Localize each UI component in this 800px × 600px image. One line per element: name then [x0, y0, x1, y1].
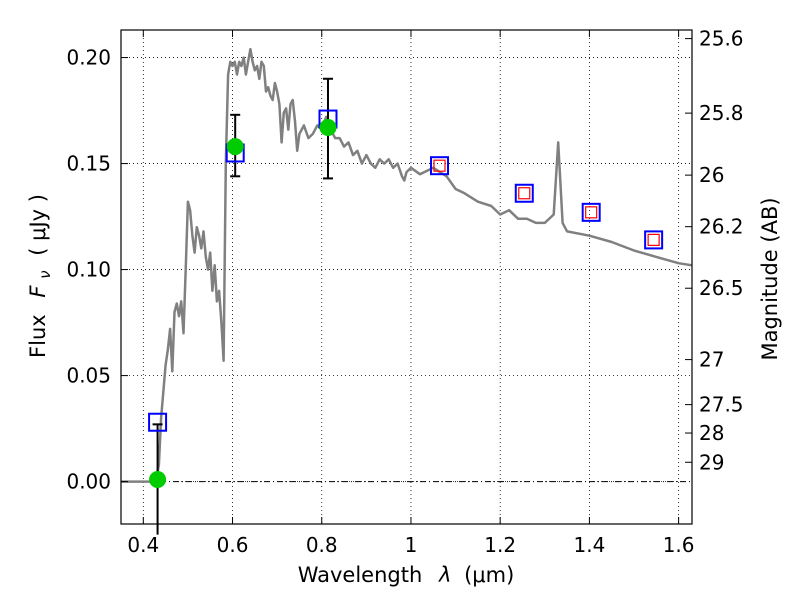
- upper-limit-square: [647, 233, 660, 246]
- y-tick-label: 0.15: [66, 152, 111, 176]
- upper-limit-squares: [433, 159, 660, 246]
- left-y-axis-label-text: Flux: [26, 314, 50, 358]
- magnitude-tick-label: 28: [699, 421, 724, 445]
- left-y-axis-label: Flux F ν ( μJy ): [26, 194, 55, 358]
- x-tick-label: 0.4: [127, 533, 159, 557]
- model-photometry-square: [644, 230, 664, 250]
- x-tick-label: 0.8: [306, 533, 338, 557]
- model-spectrum-series: [121, 47, 693, 483]
- magnitude-tick-label: 27.5: [699, 393, 744, 417]
- magnitude-tick-label: 26.5: [699, 276, 744, 300]
- y-tick-label: 0.20: [66, 46, 111, 70]
- y-tick-label: 0.00: [66, 470, 111, 494]
- model-photometry-square: [514, 183, 534, 203]
- model-photometry-square: [148, 412, 168, 432]
- model-photometry-square: [430, 156, 450, 176]
- magnitude-tick-label: 29: [699, 450, 724, 474]
- x-axis-ticks: 0.4 0.6 0.8 1 1.2 1.4 1.6: [127, 30, 695, 557]
- x-axis-label: Wavelength λ (μm): [298, 563, 515, 587]
- magnitude-tick-label: 26.2: [699, 215, 744, 239]
- magnitude-tick-label: 26: [699, 163, 724, 187]
- upper-limit-square: [518, 187, 531, 200]
- x-axis-label-unit: (μm): [464, 563, 514, 587]
- x-axis-label-symbol: λ: [438, 563, 451, 587]
- model-photometry-squares: [148, 109, 664, 432]
- upper-limit-square: [585, 206, 598, 219]
- x-tick-label: 1.2: [484, 533, 516, 557]
- left-y-axis-label-unit: ( μJy ): [26, 194, 50, 256]
- magnitude-tick-label: 27: [699, 348, 724, 372]
- x-tick-label: 1.4: [573, 533, 605, 557]
- x-tick-label: 1: [405, 533, 418, 557]
- x-tick-label: 0.6: [217, 533, 249, 557]
- left-y-axis-label-subscript: ν: [36, 270, 54, 278]
- observed-photometry-point: [149, 470, 167, 488]
- plot-frame: [120, 29, 693, 525]
- upper-limit-square: [433, 159, 446, 172]
- observed-photometry-point: [226, 138, 244, 156]
- magnitude-tick-label: 25.6: [699, 27, 744, 51]
- right-y-axis-label: Magnitude (AB): [758, 197, 782, 360]
- y-axis-ticks: 0.00 0.05 0.10 0.15 0.20: [66, 46, 128, 494]
- observed-photometry-point: [319, 119, 337, 137]
- y-tick-label: 0.05: [66, 364, 111, 388]
- magnitude-axis-ticks: 25.6 25.8 26 26.2 26.5 27 27.5 28 29: [685, 27, 744, 474]
- y-tick-label: 0.10: [66, 258, 111, 282]
- model-photometry-square: [581, 202, 601, 222]
- model-spectrum-line: [121, 47, 693, 483]
- magnitude-tick-label: 25.8: [699, 101, 744, 125]
- x-axis-label-text: Wavelength: [298, 563, 423, 587]
- left-y-axis-label-symbol: F: [26, 285, 50, 298]
- observed-photometry-points: [149, 119, 337, 488]
- x-tick-label: 1.6: [663, 533, 695, 557]
